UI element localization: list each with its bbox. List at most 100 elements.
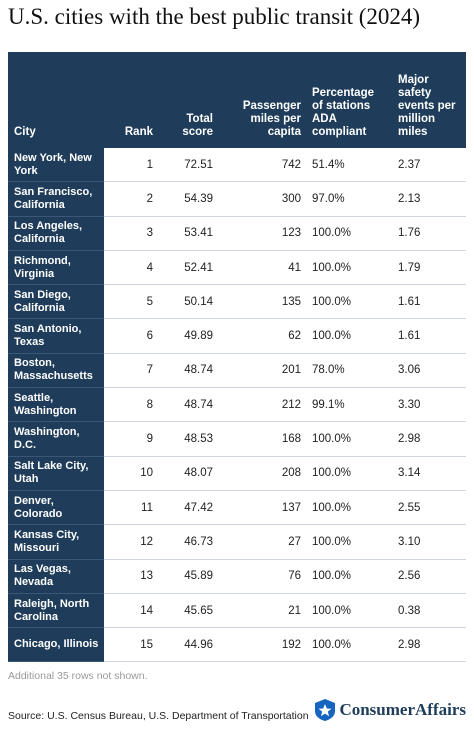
- table-cell: 208: [218, 456, 306, 491]
- table-cell: 13: [104, 559, 158, 594]
- table-cell: 0.38: [392, 593, 466, 629]
- table-cell: 27: [218, 524, 306, 560]
- table-cell: 123: [218, 216, 306, 251]
- city-cell: Chicago, Illinois: [8, 627, 104, 663]
- city-cell: New York, New York: [8, 148, 104, 183]
- city-cell: Denver, Colorado: [8, 490, 104, 526]
- table-cell: 46.73: [158, 524, 218, 560]
- table-row: New York, New York 1 72.51 742 51.4% 2.37: [8, 148, 466, 183]
- table-cell: 100.0%: [306, 456, 392, 491]
- table-cell: 49.89: [158, 318, 218, 354]
- table-cell: 3.10: [392, 524, 466, 560]
- table-cell: 3.14: [392, 456, 466, 491]
- table-row: San Antonio, Texas 6 49.89 62 100.0% 1.61: [8, 318, 466, 354]
- city-cell: Raleigh, North Carolina: [8, 593, 104, 629]
- table-cell: 168: [218, 421, 306, 457]
- column-header: City: [8, 52, 104, 148]
- city-cell: San Diego, California: [8, 284, 104, 320]
- table-cell: 4: [104, 250, 158, 286]
- table-cell: 100.0%: [306, 490, 392, 526]
- city-cell: Salt Lake City, Utah: [8, 456, 104, 491]
- table-cell: 10: [104, 456, 158, 491]
- table-cell: 100.0%: [306, 524, 392, 560]
- table-cell: 48.74: [158, 353, 218, 389]
- table-cell: 48.74: [158, 387, 218, 423]
- table-cell: 44.96: [158, 627, 218, 663]
- table-row: San Francisco, California 2 54.39 300 97.0% 2…: [8, 181, 466, 217]
- logo-text: ConsumerAffairs: [339, 700, 466, 719]
- source: Source: U.S. Census Bureau, U.S. Departm…: [8, 710, 309, 722]
- column-header: Total score: [158, 52, 218, 148]
- table-cell: 100.0%: [306, 559, 392, 594]
- table-cell: 100.0%: [306, 318, 392, 354]
- table-cell: 135: [218, 284, 306, 320]
- title: U.S. cities with the best public transit…: [8, 4, 421, 29]
- table: City Rank Total score Passenger miles per c…: [8, 52, 466, 663]
- city-cell: San Antonio, Texas: [8, 318, 104, 354]
- table-row: Salt Lake City, Utah 10 48.07 208 100.0% 3.14: [8, 456, 466, 491]
- table-cell: 76: [218, 559, 306, 594]
- table-cell: 62: [218, 318, 306, 354]
- table-cell: 45.65: [158, 593, 218, 629]
- table-cell: 5: [104, 284, 158, 320]
- table-cell: 201: [218, 353, 306, 389]
- table-cell: 100.0%: [306, 421, 392, 457]
- logo: ConsumerAffairs: [315, 699, 466, 721]
- table-cell: 100.0%: [306, 250, 392, 286]
- table-row: Las Vegas, Nevada 13 45.89 76 100.0% 2.56: [8, 559, 466, 594]
- table-row: Seattle, Washington 8 48.74 212 99.1% 3.30: [8, 387, 466, 423]
- table-row: Richmond, Virginia 4 52.41 41 100.0% 1.79: [8, 250, 466, 286]
- city-cell: San Francisco, California: [8, 181, 104, 217]
- city-cell: Washington, D.C.: [8, 421, 104, 457]
- table-cell: 1: [104, 148, 158, 183]
- city-cell: Seattle, Washington: [8, 387, 104, 423]
- table-cell: 2.37: [392, 148, 466, 183]
- table-cell: 45.89: [158, 559, 218, 594]
- city-cell: Los Angeles, California: [8, 216, 104, 251]
- table-cell: 1.79: [392, 250, 466, 286]
- note: Additional 35 rows not shown.: [8, 670, 148, 682]
- table-cell: 2.13: [392, 181, 466, 217]
- table-cell: 9: [104, 421, 158, 457]
- table-row: Los Angeles, California 3 53.41 123 100.0% 1.…: [8, 216, 466, 251]
- table-row: Kansas City, Missouri 12 46.73 27 100.0% 3.10: [8, 524, 466, 560]
- table-cell: 100.0%: [306, 593, 392, 629]
- table-cell: 47.42: [158, 490, 218, 526]
- table-cell: 2.98: [392, 421, 466, 457]
- table-cell: 3.06: [392, 353, 466, 389]
- city-cell: Kansas City, Missouri: [8, 524, 104, 560]
- table-row: Washington, D.C. 9 48.53 168 100.0% 2.98: [8, 421, 466, 457]
- table-cell: 15: [104, 627, 158, 663]
- table-cell: 78.0%: [306, 353, 392, 389]
- table-cell: 72.51: [158, 148, 218, 183]
- table-cell: 212: [218, 387, 306, 423]
- table-cell: 21: [218, 593, 306, 629]
- table-row: Denver, Colorado 11 47.42 137 100.0% 2.55: [8, 490, 466, 526]
- table-cell: 2.56: [392, 559, 466, 594]
- table-cell: 2: [104, 181, 158, 217]
- table-cell: 3: [104, 216, 158, 251]
- table-cell: 48.53: [158, 421, 218, 457]
- column-header: Major safety events per million miles: [392, 52, 466, 148]
- table-cell: 742: [218, 148, 306, 183]
- table-cell: 3.30: [392, 387, 466, 423]
- table-cell: 2.55: [392, 490, 466, 526]
- table-row: San Diego, California 5 50.14 135 100.0% 1.61: [8, 284, 466, 320]
- city-cell: Boston, Massachusetts: [8, 353, 104, 389]
- city-cell: Las Vegas, Nevada: [8, 559, 104, 594]
- table-cell: 300: [218, 181, 306, 217]
- table-cell: 8: [104, 387, 158, 423]
- table-cell: 52.41: [158, 250, 218, 286]
- table-cell: 100.0%: [306, 216, 392, 251]
- table-cell: 7: [104, 353, 158, 389]
- column-header: Passenger miles per capita: [218, 52, 306, 148]
- table-cell: 48.07: [158, 456, 218, 491]
- table-cell: 1.61: [392, 284, 466, 320]
- table-cell: 99.1%: [306, 387, 392, 423]
- table-row: Raleigh, North Carolina 14 45.65 21 100.0% 0.…: [8, 593, 466, 629]
- table-cell: 100.0%: [306, 284, 392, 320]
- table-cell: 14: [104, 593, 158, 629]
- table-cell: 54.39: [158, 181, 218, 217]
- table-cell: 2.98: [392, 627, 466, 663]
